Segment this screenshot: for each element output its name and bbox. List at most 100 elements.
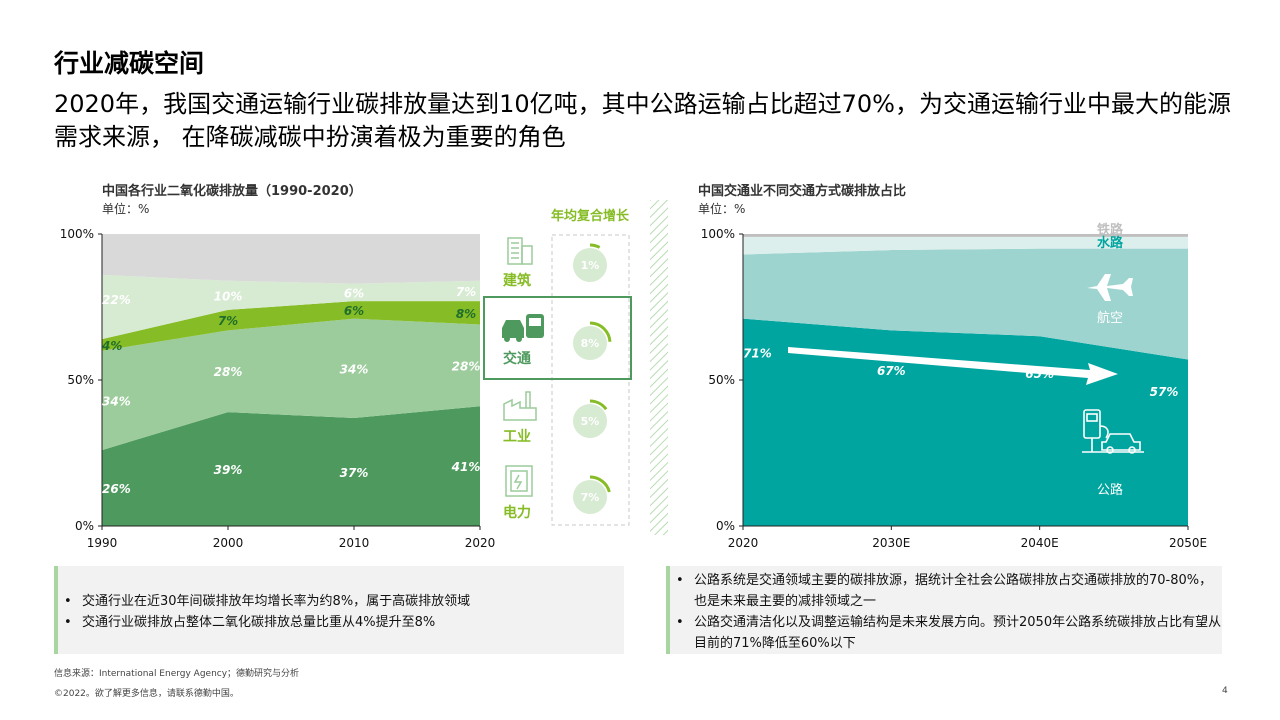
- charger-screen: [1086, 413, 1098, 422]
- cagr-ring-arc: [589, 243, 601, 249]
- sector-label: 交通: [503, 350, 531, 367]
- data-label: 34%: [102, 394, 131, 408]
- cagr-ring-arc: [589, 321, 612, 342]
- left-chart-unit: 单位：%: [102, 202, 150, 216]
- data-label: 28%: [214, 365, 243, 379]
- sector-row: 建筑 1%: [503, 237, 607, 289]
- building-shape: [507, 237, 523, 265]
- left-area-chart: 0% 50% 100% 1990 2000 2010 2020 26% 39% 37% 41% 34%…: [60, 227, 496, 550]
- x-tick-label: 2010: [339, 536, 370, 550]
- data-label: 8%: [456, 307, 476, 321]
- factory-icon: [503, 391, 537, 421]
- data-label: 4%: [101, 339, 122, 353]
- x-tick-label: 1990: [87, 536, 118, 550]
- airplane-icon: [1087, 274, 1133, 301]
- cagr-ring-bg: [573, 326, 607, 360]
- y-tick-label: 0%: [716, 519, 735, 533]
- area-水路: [743, 236, 1188, 255]
- cagr-value: 5%: [581, 415, 600, 428]
- sector-label: 建筑: [503, 272, 531, 289]
- source-note: 信息来源：International Energy Agency；德勤研究与分析: [54, 669, 300, 679]
- data-label: 28%: [452, 359, 481, 373]
- x-tick-label: 2050E: [1169, 536, 1207, 550]
- left-notes-box: 交通行业在近30年间碳排放年均增长率为约8%，属于高碳排放领域 交通行业碳排放占…: [54, 566, 624, 654]
- x-tick-label: 2020: [728, 536, 759, 550]
- data-label: 71%: [743, 346, 772, 360]
- cagr-ring-bg: [573, 248, 607, 282]
- left-note-item: 交通行业在近30年间碳排放年均增长率为约8%，属于高碳排放领域: [58, 591, 624, 612]
- copyright: ©2022。欲了解更多信息，请联系德勤中国。: [54, 689, 239, 699]
- sector-row: 交通 8%: [502, 314, 612, 367]
- sector-row: 工业 5%: [503, 391, 608, 445]
- x-tick-label: 2020: [465, 536, 496, 550]
- data-label: 34%: [340, 362, 369, 376]
- left-chart-title: 中国各行业二氧化碳排放量（1990-2020）: [102, 184, 362, 199]
- transport-highlight-box: [483, 296, 632, 380]
- chimney: [525, 391, 531, 408]
- data-label: 7%: [218, 314, 238, 328]
- cagr-title: 年均复合增长: [551, 208, 630, 224]
- sector-row: 电力 7%: [503, 465, 611, 521]
- data-label: 7%: [456, 285, 476, 299]
- y-tick-label: 50%: [67, 373, 94, 387]
- cagr-value: 7%: [581, 491, 600, 504]
- lightning: [513, 474, 523, 490]
- mode-label-water: 水路: [1097, 235, 1124, 251]
- right-chart-title: 中国交通业不同交通方式碳排放占比: [698, 184, 907, 199]
- area-其他: [102, 234, 480, 284]
- cabinet-shape: [505, 465, 533, 497]
- power-cabinet-icon: [505, 465, 533, 497]
- x-tick-label: 2000: [213, 536, 244, 550]
- wheel: [504, 336, 510, 342]
- mode-label-aviation: 航空: [1097, 310, 1123, 326]
- cagr-ring-arc: [589, 475, 611, 493]
- building-shape: [521, 245, 533, 265]
- cabinet-door: [510, 470, 528, 492]
- car-bus-icon: [502, 314, 544, 342]
- sector-label: 电力: [503, 504, 531, 521]
- car-shape: [502, 320, 524, 338]
- x-tick-label: 2040E: [1021, 536, 1059, 550]
- data-label: 39%: [214, 463, 243, 477]
- factory-shape: [503, 398, 537, 421]
- mode-label-road: 公路: [1097, 482, 1123, 498]
- cagr-ring-bg: [573, 480, 607, 514]
- data-label: 6%: [344, 286, 364, 300]
- section-title: 行业减碳空间: [54, 49, 205, 78]
- data-label: 22%: [102, 293, 131, 307]
- area-铁路: [743, 234, 1188, 237]
- data-label: 67%: [877, 364, 906, 378]
- y-tick-label: 100%: [60, 227, 94, 241]
- y-tick-label: 0%: [75, 519, 94, 533]
- building-windows: [511, 242, 519, 259]
- data-label: 26%: [102, 482, 131, 496]
- right-notes-box: 公路系统是交通领域主要的碳排放源，据统计全社会公路碳排放占交通碳排放的70-80…: [666, 566, 1222, 654]
- cagr-ring-arc: [589, 399, 608, 411]
- right-note-item: 公路交通清洁化以及调整运输结构是未来发展方向。预计2050年公路系统碳排放占比有…: [670, 612, 1222, 654]
- data-label: 6%: [344, 304, 364, 318]
- left-note-item: 交通行业碳排放占整体二氧化碳排放总量比重从4%提升至8%: [58, 612, 624, 633]
- headline: 2020年，我国交通运输行业碳排放量达到10亿吨，其中公路运输占比超过70%，为…: [54, 90, 1231, 151]
- data-label: 37%: [340, 466, 369, 480]
- data-label: 57%: [1150, 385, 1179, 399]
- trend-arrow-shape: [788, 347, 1118, 385]
- ev-charger-icon: [1082, 409, 1144, 454]
- data-label: 41%: [451, 460, 481, 474]
- mode-label-rail: 铁路: [1096, 222, 1124, 238]
- car-wheel: [1106, 446, 1114, 454]
- cagr-value: 8%: [581, 337, 600, 350]
- airplane-shape: [1087, 274, 1133, 301]
- car-shape: [1101, 433, 1141, 451]
- area-交通: [102, 301, 480, 351]
- area-建筑: [102, 274, 480, 340]
- x-tick-label: 2030E: [872, 536, 910, 550]
- bus-window: [529, 318, 541, 326]
- sector-cagr-panel: 年均复合增长 建筑 1% 交通 8% 工业 5% 电力 7%: [483, 200, 668, 535]
- area-工业: [102, 318, 480, 451]
- page-number: 4: [1222, 686, 1228, 696]
- right-note-item: 公路系统是交通领域主要的碳排放源，据统计全社会公路碳排放占交通碳排放的70-80…: [670, 570, 1222, 612]
- divider-band: [650, 200, 668, 535]
- y-tick-label: 100%: [701, 227, 735, 241]
- right-chart-unit: 单位：%: [698, 202, 746, 216]
